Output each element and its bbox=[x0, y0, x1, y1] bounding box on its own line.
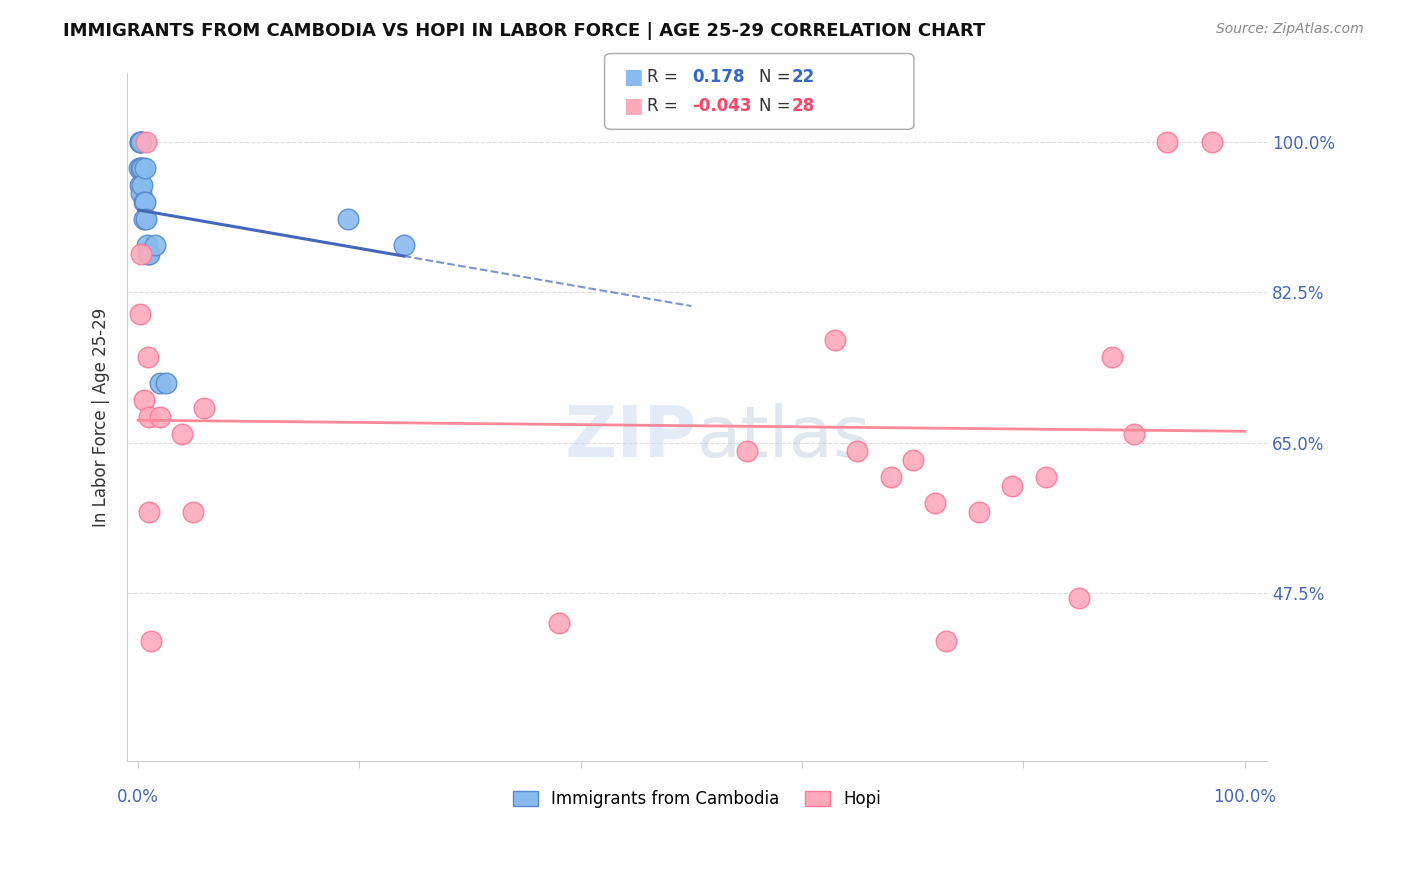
Point bbox=[135, 212, 157, 227]
Point bbox=[138, 246, 160, 260]
Point bbox=[183, 505, 205, 519]
Text: 100.0%: 100.0% bbox=[1213, 789, 1277, 806]
Point bbox=[846, 444, 869, 458]
Point bbox=[132, 212, 155, 227]
Point bbox=[131, 246, 153, 260]
Point bbox=[143, 238, 166, 252]
Point bbox=[129, 135, 152, 149]
Point bbox=[129, 135, 152, 149]
Point bbox=[132, 194, 155, 209]
Text: 28: 28 bbox=[792, 97, 814, 115]
Point bbox=[149, 376, 172, 390]
Text: Source: ZipAtlas.com: Source: ZipAtlas.com bbox=[1216, 22, 1364, 37]
Point bbox=[901, 453, 924, 467]
Point bbox=[135, 238, 157, 252]
Point bbox=[967, 505, 990, 519]
Point bbox=[132, 392, 155, 407]
Text: R =: R = bbox=[647, 68, 678, 86]
Point bbox=[131, 186, 153, 201]
Legend: Immigrants from Cambodia, Hopi: Immigrants from Cambodia, Hopi bbox=[506, 783, 887, 814]
Text: 22: 22 bbox=[792, 68, 815, 86]
Point bbox=[1156, 135, 1178, 149]
Point bbox=[131, 161, 153, 175]
Text: N =: N = bbox=[759, 68, 790, 86]
Point bbox=[879, 470, 901, 484]
Point bbox=[131, 178, 153, 192]
Point bbox=[134, 161, 156, 175]
Point bbox=[129, 178, 152, 192]
Point bbox=[735, 444, 758, 458]
Y-axis label: In Labor Force | Age 25-29: In Labor Force | Age 25-29 bbox=[93, 308, 110, 526]
Point bbox=[141, 633, 163, 648]
Text: ZIP: ZIP bbox=[565, 403, 697, 472]
Point bbox=[1123, 427, 1146, 442]
Point bbox=[924, 496, 946, 510]
Point bbox=[392, 238, 415, 252]
Point bbox=[1067, 591, 1090, 605]
Point bbox=[131, 161, 153, 175]
Point bbox=[935, 633, 957, 648]
Point bbox=[138, 505, 160, 519]
Text: atlas: atlas bbox=[697, 403, 872, 472]
Point bbox=[128, 161, 150, 175]
Point bbox=[1201, 135, 1223, 149]
Point bbox=[824, 333, 846, 347]
Point bbox=[129, 307, 152, 321]
Text: 0.178: 0.178 bbox=[692, 68, 744, 86]
Point bbox=[547, 616, 569, 631]
Text: N =: N = bbox=[759, 97, 790, 115]
Point bbox=[155, 376, 177, 390]
Point bbox=[135, 135, 157, 149]
Point bbox=[337, 212, 360, 227]
Text: ■: ■ bbox=[623, 67, 643, 87]
Text: ■: ■ bbox=[623, 96, 643, 116]
Point bbox=[1001, 479, 1024, 493]
Point bbox=[134, 194, 156, 209]
Text: R =: R = bbox=[647, 97, 678, 115]
Point bbox=[136, 246, 159, 260]
Text: IMMIGRANTS FROM CAMBODIA VS HOPI IN LABOR FORCE | AGE 25-29 CORRELATION CHART: IMMIGRANTS FROM CAMBODIA VS HOPI IN LABO… bbox=[63, 22, 986, 40]
Point bbox=[1035, 470, 1057, 484]
Point bbox=[138, 410, 160, 425]
Text: 0.0%: 0.0% bbox=[117, 789, 159, 806]
Point bbox=[1101, 350, 1123, 364]
Text: -0.043: -0.043 bbox=[692, 97, 751, 115]
Point bbox=[193, 401, 215, 416]
Point bbox=[131, 135, 153, 149]
Point bbox=[172, 427, 194, 442]
Point bbox=[136, 350, 159, 364]
Point bbox=[149, 410, 172, 425]
